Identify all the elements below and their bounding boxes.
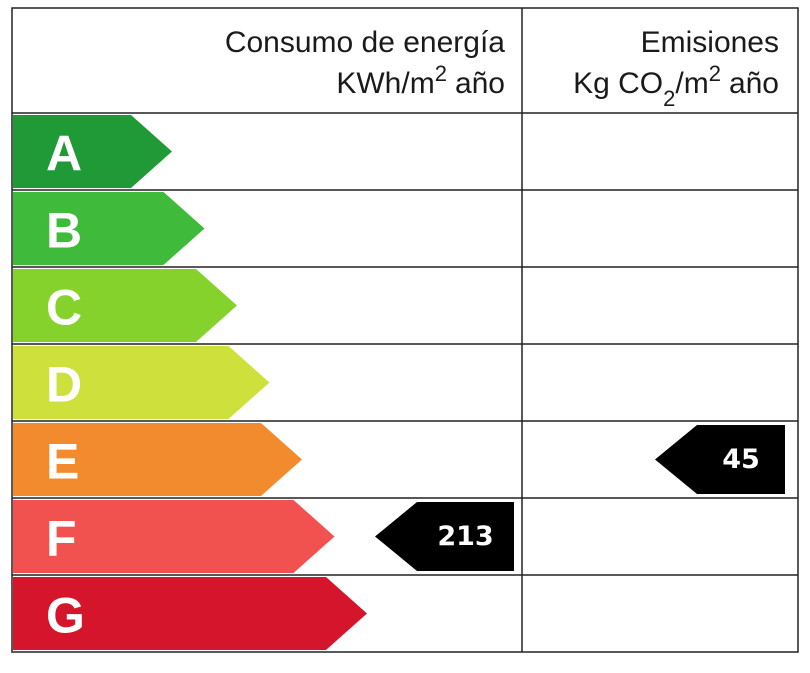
rating-letter: F (46, 511, 77, 567)
energy-unit: KWh/m2 año (336, 61, 505, 101)
unit-text: Kg CO (573, 67, 663, 100)
rating-arrow (13, 500, 335, 573)
rating-letter: D (46, 357, 82, 413)
rating-arrow (13, 192, 205, 265)
emissions-title: Emisiones (641, 26, 779, 59)
emissions-value: 45 (722, 444, 760, 475)
unit-sub: 2 (663, 86, 675, 111)
rating-arrow (13, 269, 237, 342)
energy-title: Consumo de energía (225, 26, 505, 59)
rating-letter: C (46, 280, 82, 336)
rating-letter: G (46, 588, 85, 644)
emissions-arrow (655, 425, 785, 494)
rating-arrow (13, 423, 302, 496)
energy-arrow (375, 502, 514, 571)
unit-sup: 2 (435, 61, 447, 86)
frame (11, 7, 799, 653)
unit-tail: año (729, 67, 779, 100)
unit-tail: año (455, 67, 505, 100)
rating-letter: E (46, 434, 79, 490)
unit-mid: /m (675, 67, 708, 100)
energy-value: 213 (437, 521, 493, 552)
unit-sup: 2 (709, 61, 721, 86)
unit-text: KWh/m (336, 67, 434, 100)
rating-arrow (13, 115, 172, 188)
rating-arrow (13, 346, 270, 419)
rating-letter: B (46, 203, 82, 259)
rating-arrow (13, 577, 367, 650)
emissions-unit: Kg CO2/m2 año (573, 61, 779, 111)
rating-letter: A (46, 126, 82, 182)
